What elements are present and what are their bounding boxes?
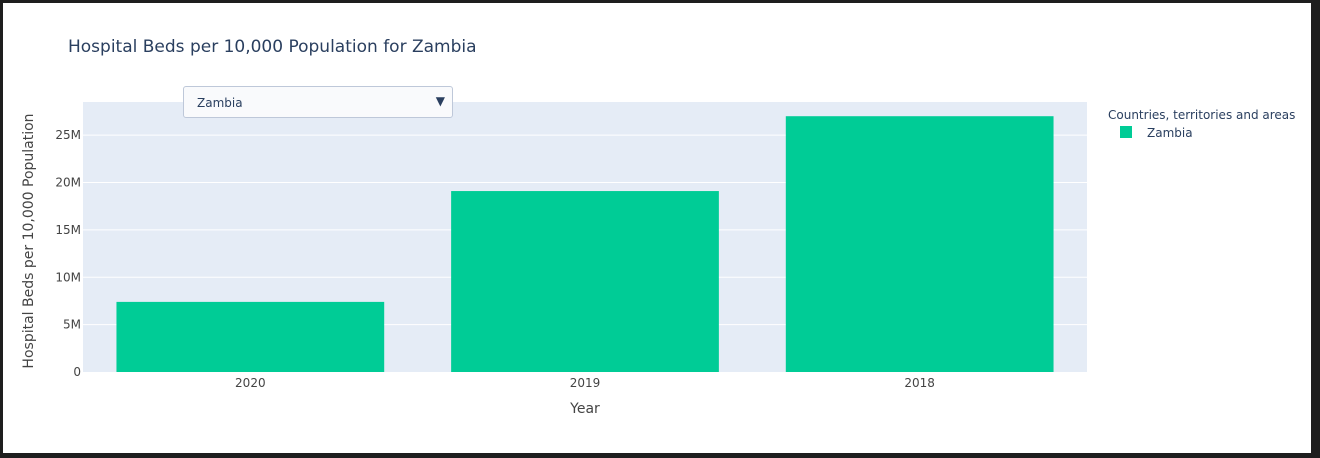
y-axis-ticks: 0 5M 10M 15M 20M 25M	[55, 128, 81, 379]
x-tick-label: 2020	[235, 376, 266, 390]
y-tick-label: 20M	[55, 176, 81, 190]
legend-title: Countries, territories and areas	[1108, 108, 1295, 122]
chart-frame: Hospital Beds per 10,000 Population for …	[3, 3, 1311, 453]
x-tick-label: 2018	[904, 376, 935, 390]
bar-chart: Hospital Beds per 10,000 Population for …	[21, 37, 1295, 417]
x-axis-title: Year	[569, 401, 600, 417]
dropdown-selected-value: Zambia	[197, 96, 243, 110]
bar-2019[interactable]	[451, 191, 719, 372]
x-tick-label: 2019	[570, 376, 601, 390]
bar-2020[interactable]	[116, 301, 385, 372]
y-tick-label: 25M	[55, 128, 81, 142]
bar-2018[interactable]	[785, 116, 1054, 372]
legend: Countries, territories and areas Zambia	[1108, 108, 1295, 140]
y-axis-title: Hospital Beds per 10,000 Population	[21, 113, 37, 368]
chart-title: Hospital Beds per 10,000 Population for …	[68, 37, 477, 57]
legend-swatch[interactable]	[1120, 126, 1132, 138]
y-tick-label: 5M	[63, 318, 81, 332]
chevron-down-icon: ▼	[435, 94, 445, 108]
y-tick-label: 15M	[55, 223, 81, 237]
country-dropdown[interactable]: Zambia ▼	[183, 86, 453, 118]
y-tick-label: 0	[73, 365, 81, 379]
x-axis-ticks: 2020 2019 2018	[235, 376, 935, 390]
y-tick-label: 10M	[55, 270, 81, 284]
legend-item-label[interactable]: Zambia	[1147, 126, 1193, 140]
bars	[116, 116, 1054, 372]
